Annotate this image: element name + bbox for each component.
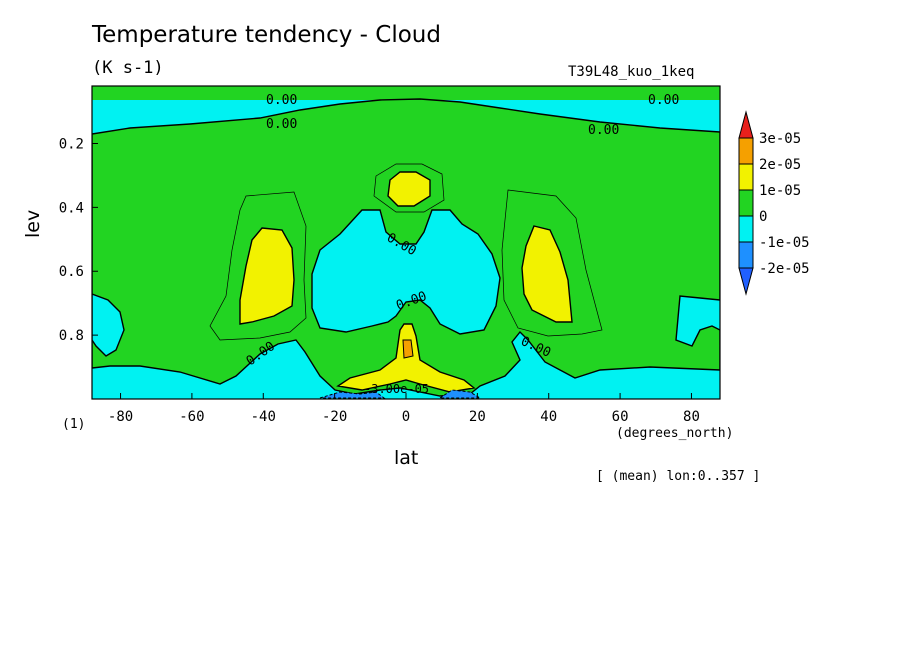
field-positive-core-inner: [402, 339, 414, 359]
colorbar-swatch: [738, 189, 754, 217]
contour-label: 0.00: [588, 123, 619, 138]
x-tick-label: -60: [179, 409, 204, 425]
field-positive-left: [239, 227, 295, 325]
colorbar-swatch: [738, 267, 754, 296]
contour-label: 0.00: [266, 117, 297, 132]
x-tick-label: 80: [683, 409, 700, 425]
colorbar: 3e-05 2e-05 1e-05 0 -1e-05 -2e-05: [738, 110, 810, 296]
x-axis-units: (degrees_north): [616, 426, 734, 441]
field-positive-right: [521, 225, 573, 323]
field-top-strip: [92, 86, 720, 100]
x-tick-label: 40: [540, 409, 557, 425]
contour-field: [92, 86, 720, 399]
colorbar-swatch: [738, 137, 754, 165]
y-axis-units: (1): [62, 417, 86, 432]
y-axis: 0.2 0.4 0.6 0.8: [59, 136, 98, 344]
y-tick-label: 0.6: [59, 264, 84, 280]
field-negative-surface: [319, 391, 386, 399]
field-negative-surface-right: [438, 389, 482, 399]
colorbar-label: -1e-05: [759, 235, 810, 251]
x-axis: -80 -60 -40 -20 0 20 40 60 80: [108, 393, 700, 425]
chart-units: (K s-1): [92, 58, 164, 78]
field-left-edge-negative: [92, 293, 125, 357]
contour-line-left: [209, 191, 307, 341]
chart-title: Temperature tendency - Cloud: [92, 22, 441, 48]
field-central-negative: [311, 209, 501, 335]
x-tick-label: 0: [402, 409, 410, 425]
colorbar-label: 3e-05: [759, 131, 801, 147]
colorbar-swatch: [738, 110, 754, 139]
contour-label: 0.00: [648, 93, 679, 108]
x-tick-label: -80: [108, 409, 133, 425]
y-tick-label: 0.2: [59, 136, 84, 152]
contour-line-right: [501, 189, 603, 337]
colorbar-label: 1e-05: [759, 183, 801, 199]
contour-label: 0.00: [266, 93, 297, 108]
contour-line-upper: [373, 163, 445, 213]
x-tick-label: -40: [251, 409, 276, 425]
y-axis-label: lev: [22, 209, 44, 238]
y-tick-label: 0.4: [59, 200, 84, 216]
y-tick-label: 0.8: [59, 328, 84, 344]
experiment-name: T39L48_kuo_1keq: [568, 64, 695, 80]
colorbar-swatch: [738, 215, 754, 243]
x-tick-label: 20: [469, 409, 486, 425]
field-positive-upper: [387, 171, 431, 207]
x-axis-label: lat: [394, 447, 419, 469]
colorbar-swatch: [738, 241, 754, 269]
colorbar-label: 2e-05: [759, 157, 801, 173]
colorbar-label: 0: [759, 209, 767, 225]
colorbar-label: -2e-05: [759, 261, 810, 277]
colorbar-swatch: [738, 163, 754, 191]
x-tick-label: 60: [612, 409, 629, 425]
contour-label: -3.00e-05: [364, 382, 429, 396]
mean-note: [ (mean) lon:0..357 ]: [596, 469, 761, 484]
x-tick-label: -20: [322, 409, 347, 425]
